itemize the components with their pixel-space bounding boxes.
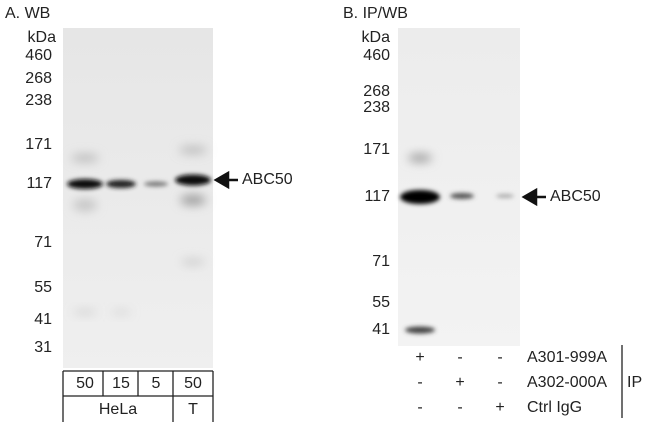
sign: + (415, 349, 424, 366)
marker-label: 238 (25, 92, 52, 109)
lane-amount: 5 (152, 375, 161, 392)
marker-label: 460 (25, 47, 52, 64)
panel-title: B. IP/WB (343, 5, 408, 22)
target-label: ABC50 (550, 188, 601, 205)
marker-label: 55 (372, 294, 390, 311)
row-label: A302-000A (527, 374, 607, 391)
lane-amount: 15 (112, 375, 130, 392)
row-label: Ctrl IgG (527, 399, 582, 416)
sign: + (495, 399, 504, 416)
marker-label: 41 (34, 311, 52, 328)
marker-label: 71 (34, 234, 52, 251)
marker-label: 117 (26, 175, 52, 192)
sign: - (457, 399, 462, 416)
sign: - (417, 374, 422, 391)
row-label: A301-999A (527, 349, 607, 366)
unit-label: kDa (362, 29, 391, 46)
panel-title: A. WB (5, 5, 50, 22)
blot-a (63, 28, 213, 368)
cell-line: HeLa (99, 401, 137, 418)
marker-label: 41 (372, 321, 390, 338)
lane-amount: 50 (184, 375, 202, 392)
marker-label: 55 (34, 279, 52, 296)
unit-label: kDa (28, 29, 57, 46)
lane-amount: 50 (76, 375, 94, 392)
marker-label: 268 (25, 70, 52, 87)
group-label: IP (627, 374, 642, 391)
marker-label: 31 (34, 339, 52, 356)
arrow (521, 187, 546, 207)
lane-table (62, 370, 214, 422)
blot-b (398, 28, 520, 346)
sign: - (497, 374, 502, 391)
target-label: ABC50 (242, 171, 293, 188)
sign: + (455, 374, 464, 391)
marker-label: 117 (364, 188, 390, 205)
sign: - (417, 399, 422, 416)
cell-line: T (188, 401, 198, 418)
marker-label: 460 (363, 47, 390, 64)
marker-label: 71 (372, 253, 390, 270)
arrow (213, 170, 238, 190)
marker-label: 268 (363, 83, 390, 100)
marker-label: 171 (363, 141, 390, 158)
marker-label: 171 (25, 136, 52, 153)
marker-label: 238 (363, 99, 390, 116)
sign: - (457, 349, 462, 366)
sign: - (497, 349, 502, 366)
